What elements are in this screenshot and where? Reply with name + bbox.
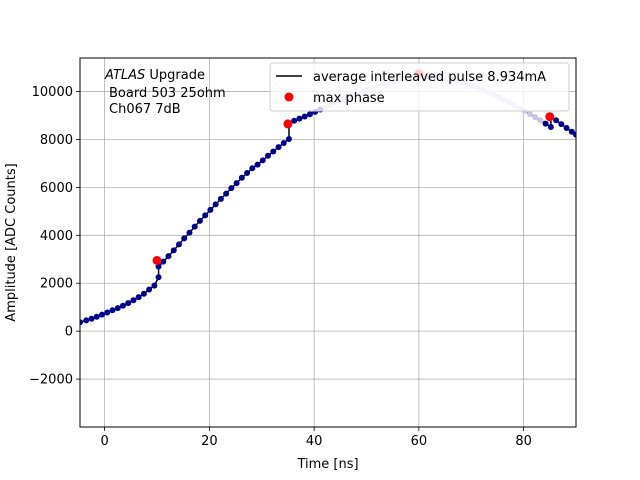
grid <box>80 58 576 427</box>
pulse-point <box>233 180 240 187</box>
y-axis-ticks: −2000 0 2000 4000 6000 8000 10000 <box>29 85 80 388</box>
pulse-point <box>109 307 116 314</box>
annotation-line-1: ATLAS Upgrade <box>104 68 205 83</box>
pulse-point <box>291 117 298 124</box>
pulse-point <box>249 165 256 172</box>
pulse-point <box>537 117 544 124</box>
pulse-point <box>532 114 539 121</box>
x-tick-label: 60 <box>411 434 428 449</box>
pulse-point <box>104 309 111 316</box>
y-tick-label: 8000 <box>40 133 73 148</box>
pulse-point <box>542 120 549 127</box>
pulse-point <box>98 311 105 318</box>
pulse-point <box>306 111 313 118</box>
pulse-point <box>568 128 575 135</box>
legend-dot-swatch <box>284 92 294 102</box>
pulse-point <box>275 144 282 151</box>
y-tick-label: 6000 <box>40 181 73 196</box>
pulse-point <box>119 302 126 309</box>
pulse-point <box>254 161 261 168</box>
pulse-point <box>130 297 137 304</box>
pulse-point <box>265 152 272 159</box>
pulse-point <box>228 185 235 192</box>
pulse-point <box>146 286 153 293</box>
pulse-point <box>547 124 554 131</box>
x-tick-label: 40 <box>306 434 323 449</box>
pulse-point <box>285 135 292 142</box>
pulse-point <box>558 121 565 128</box>
max-phase-point <box>545 112 555 122</box>
pulse-point <box>135 294 142 301</box>
x-axis-label: Time [ns] <box>296 457 358 472</box>
pulse-point <box>301 113 308 120</box>
pulse-point <box>244 170 251 177</box>
annotation-line-3: Ch067 7dB <box>109 102 181 117</box>
y-tick-label: −2000 <box>29 373 73 388</box>
pulse-point <box>93 313 100 320</box>
pulse-point <box>191 223 198 230</box>
pulse-point <box>553 117 560 124</box>
legend-label-pulse: average interleaved pulse 8.934mA <box>313 70 546 85</box>
pulse-point <box>573 131 576 138</box>
pulse-point <box>160 258 167 265</box>
pulse-point <box>563 124 570 131</box>
pulse-point <box>186 229 193 236</box>
legend-label-max-phase: max phase <box>313 91 385 106</box>
pulse-point <box>296 115 303 122</box>
pulse-point <box>155 274 162 281</box>
y-tick-label: 10000 <box>32 85 73 100</box>
pulse-point <box>83 317 90 324</box>
pulse-point <box>170 247 177 254</box>
pulse-point <box>114 305 121 312</box>
atlas-annotation: ATLAS Upgrade Board 503 25ohm Ch067 7dB <box>104 68 226 117</box>
pulse-point <box>140 290 147 297</box>
pulse-point <box>151 282 158 289</box>
legend: average interleaved pulse 8.934mA max ph… <box>269 62 570 112</box>
annotation-line-2: Board 503 25ohm <box>109 86 226 101</box>
pulse-point <box>270 148 277 155</box>
pulse-point <box>223 190 230 197</box>
x-tick-label: 80 <box>515 434 532 449</box>
pulse-point <box>165 253 172 260</box>
pulse-point <box>125 300 132 307</box>
pulse-point <box>238 174 245 181</box>
legend-box <box>269 62 570 112</box>
x-tick-label: 0 <box>100 434 108 449</box>
pulse-point <box>207 206 214 213</box>
y-tick-label: 0 <box>65 325 73 340</box>
pulse-point <box>175 241 182 248</box>
y-tick-label: 2000 <box>40 277 73 292</box>
plot-frame <box>79 57 577 428</box>
pulse-point <box>217 195 224 202</box>
pulse-point <box>181 235 188 242</box>
x-tick-label: 20 <box>201 434 218 449</box>
x-axis-ticks: 0 20 40 60 80 <box>100 427 532 449</box>
annotation-atlas: ATLAS <box>104 68 145 83</box>
pulse-point <box>196 217 203 224</box>
y-tick-label: 4000 <box>40 229 73 244</box>
max-phase-point <box>283 119 293 129</box>
annotation-upgrade: Upgrade <box>145 68 205 83</box>
max-phase-point <box>152 255 162 265</box>
pulse-point <box>526 111 533 118</box>
pulse-point <box>280 140 287 147</box>
pulse-point <box>80 319 83 326</box>
pulse-point <box>212 201 219 208</box>
pulse-point <box>88 315 95 322</box>
pulse-point <box>202 212 209 219</box>
pulse-point <box>259 157 266 164</box>
y-axis-label: Amplitude [ADC Counts] <box>4 163 19 321</box>
